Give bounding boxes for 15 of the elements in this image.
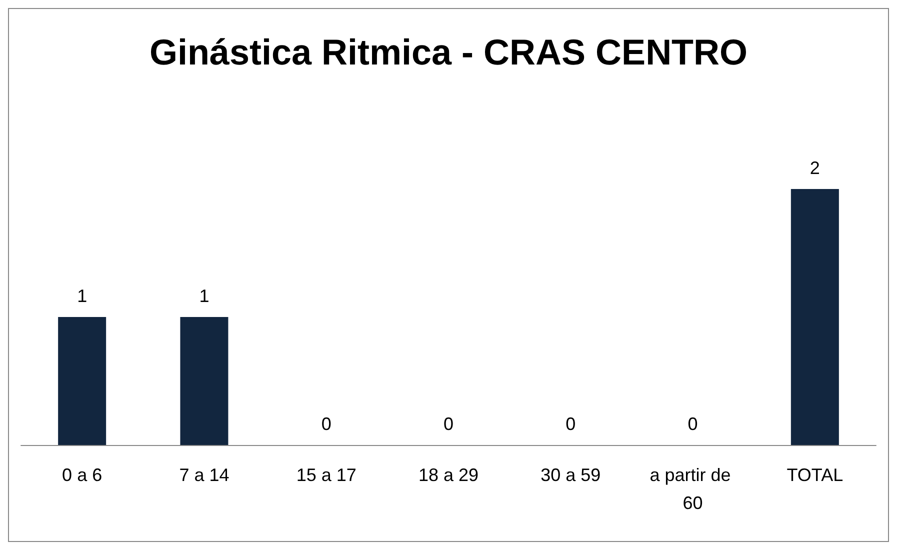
x-tick-label: 30 a 59: [540, 465, 601, 485]
data-label: 0: [688, 414, 698, 434]
x-tick-label: a partir de 60: [650, 465, 736, 513]
data-label: 0: [566, 414, 576, 434]
x-tick-label: 0 a 6: [62, 465, 102, 485]
data-label: 1: [77, 286, 88, 306]
data-label: 1: [199, 286, 210, 306]
data-label: 0: [321, 414, 332, 434]
chart-title: Ginástica Ritmica - CRAS CENTRO: [149, 32, 748, 72]
x-tick-label: 18 a 29: [418, 465, 479, 485]
data-label: 2: [810, 158, 820, 178]
x-tick-label: TOTAL: [786, 465, 844, 485]
x-tick-label: 7 a 14: [179, 465, 230, 485]
x-tick-label: 15 a 17: [296, 465, 356, 485]
data-label: 0: [443, 414, 454, 434]
